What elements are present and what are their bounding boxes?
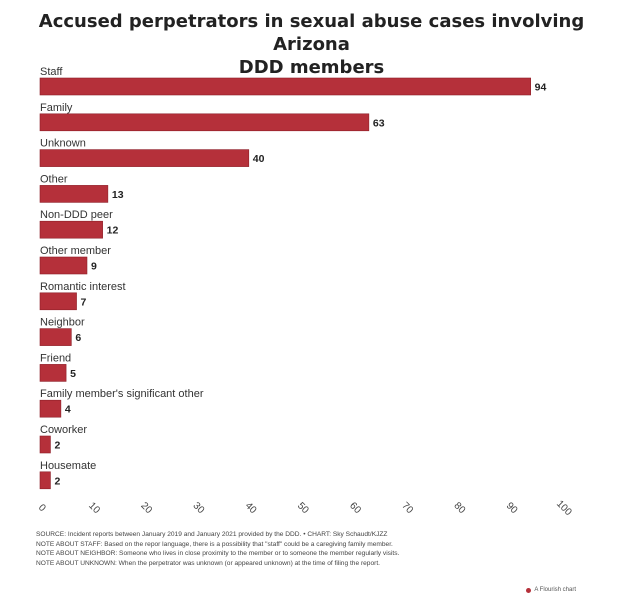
data-label: 94 xyxy=(535,82,547,94)
bar xyxy=(39,328,72,346)
category-label: Other xyxy=(40,173,68,185)
category-label: Neighbor xyxy=(40,317,85,329)
data-label: 12 xyxy=(107,225,119,237)
x-tick-label: 90 xyxy=(504,500,520,516)
data-label: 5 xyxy=(70,368,76,380)
data-label: 13 xyxy=(112,189,124,201)
data-label: 9 xyxy=(91,261,97,273)
category-label: Non-DDD peer xyxy=(40,209,113,221)
x-tick-label: 40 xyxy=(243,500,259,516)
note-neighbor: NOTE ABOUT NEIGHBOR: Someone who lives i… xyxy=(36,550,400,557)
x-tick-label: 10 xyxy=(86,500,102,516)
bar xyxy=(39,256,88,275)
note-source: SOURCE: Incident reports between January… xyxy=(36,531,388,538)
category-label: Other member xyxy=(40,245,111,257)
flourish-logo-icon xyxy=(526,587,532,593)
bar xyxy=(39,220,103,239)
x-tick-label: 20 xyxy=(138,500,154,516)
category-label: Family member's significant other xyxy=(40,388,204,400)
category-label: Unknown xyxy=(40,138,86,150)
data-label: 40 xyxy=(253,153,265,165)
data-label: 63 xyxy=(373,117,385,129)
bar xyxy=(39,185,109,203)
data-label: 2 xyxy=(54,475,60,487)
bar xyxy=(39,149,250,167)
bar xyxy=(39,364,67,382)
x-tick-label: 30 xyxy=(191,500,207,516)
data-label: 7 xyxy=(81,296,87,308)
x-tick-label: 70 xyxy=(399,500,415,516)
bar xyxy=(39,471,51,490)
data-label: 4 xyxy=(65,404,71,416)
chart-title-line-1: Accused perpetrators in sexual abuse cas… xyxy=(38,11,585,55)
x-tick-label: 60 xyxy=(347,500,363,516)
chart-notes: SOURCE: Incident reports between January… xyxy=(36,530,596,568)
bar xyxy=(39,292,77,311)
bar xyxy=(39,399,62,418)
category-label: Staff xyxy=(40,66,63,78)
data-label: 2 xyxy=(54,440,60,452)
x-tick-label: 80 xyxy=(452,500,468,516)
bar xyxy=(39,435,51,454)
data-label: 6 xyxy=(75,332,81,344)
note-staff: NOTE ABOUT STAFF: Based on the repor lan… xyxy=(36,540,393,548)
category-label: Friend xyxy=(40,352,71,364)
category-label: Coworker xyxy=(40,424,87,436)
category-label: Family xyxy=(40,102,73,114)
chart-title: Accused perpetrators in sexual abuse cas… xyxy=(0,10,623,79)
x-tick-label: 100 xyxy=(554,498,574,518)
category-label: Housemate xyxy=(40,460,96,472)
x-tick-label: 0 xyxy=(36,502,48,514)
category-label: Romantic interest xyxy=(40,281,126,293)
flourish-credit[interactable]: A Flourish chart xyxy=(526,587,576,593)
x-tick-label: 50 xyxy=(295,500,311,516)
chart-title-line-2: DDD members xyxy=(238,57,385,78)
bar xyxy=(39,77,531,96)
note-unknown: NOTE ABOUT UNKNOWN: When the perpetrator… xyxy=(36,559,381,567)
bar xyxy=(39,113,370,132)
x-axis: 0 10 20 30 40 50 60 70 80 90 100 xyxy=(36,498,574,518)
credit-label: A Flourish chart xyxy=(534,587,576,593)
